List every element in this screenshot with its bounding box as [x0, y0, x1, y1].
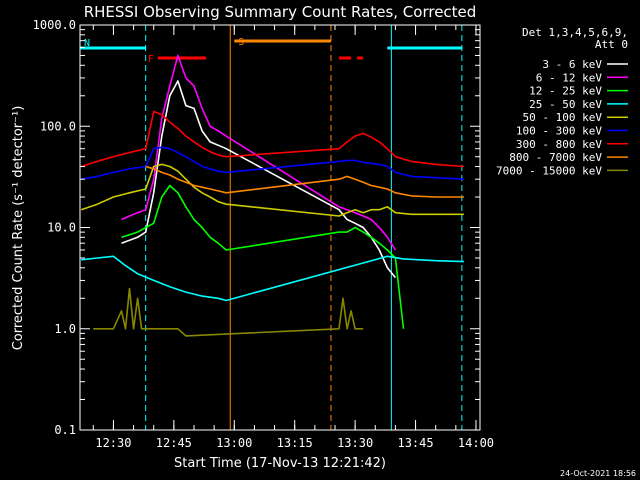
legend-entry-label: 300 - 800 keV [516, 138, 602, 151]
x-axis-label: Start Time (17-Nov-13 12:21:42) [174, 456, 386, 471]
legend-entry-label: 7000 - 15000 keV [496, 164, 602, 177]
x-tick-label: 13:30 [337, 436, 373, 450]
y-tick-label: 0.1 [54, 423, 76, 437]
chart-title: RHESSI Observing Summary Count Rates, Co… [84, 3, 477, 21]
x-tick-label: 13:15 [277, 436, 313, 450]
legend-header-line: Att 0 [595, 38, 628, 51]
series-line [145, 165, 464, 198]
y-axis-label: Corrected Count Rate (s⁻¹ detector⁻¹) [11, 106, 26, 351]
x-tick-label: 12:45 [156, 436, 192, 450]
x-tick-label: 14:00 [458, 436, 494, 450]
legend-header-line: Det 1,3,4,5,6,9, [522, 26, 628, 39]
series-line [80, 110, 464, 168]
plot-area: N F S [79, 25, 464, 430]
y-tick-label: 10.0 [47, 221, 76, 235]
legend-entry-label: 50 - 100 keV [523, 111, 603, 124]
series-line [81, 146, 464, 180]
series-line [121, 54, 397, 251]
series-line [121, 80, 397, 279]
series-line [81, 255, 464, 302]
x-tick-label: 12:30 [95, 436, 131, 450]
legend-entry-label: 6 - 12 keV [536, 71, 603, 84]
legend-entry-label: 100 - 300 keV [516, 125, 602, 138]
y-axis: 0.1 1.0 10.0 100.0 1000.0 [33, 18, 480, 437]
legend-entry-label: 25 - 50 keV [529, 98, 602, 111]
series-line [121, 184, 405, 329]
x-tick-label: 13:45 [397, 436, 433, 450]
y-tick-label: 100.0 [40, 119, 76, 133]
legend-entry-label: 3 - 6 keV [542, 58, 602, 71]
flag-label: N [84, 38, 90, 49]
flag-label: F [148, 54, 154, 65]
x-tick-label: 13:00 [216, 436, 252, 450]
series-line [93, 287, 364, 337]
legend-entry-label: 12 - 25 keV [529, 85, 602, 98]
footer-timestamp: 24-Oct-2021 18:56 [560, 469, 636, 478]
flag-label: S [238, 37, 244, 48]
y-tick-label: 1000.0 [33, 18, 76, 32]
series-line [80, 163, 464, 217]
x-axis: 12:30 12:45 13:00 13:15 13:30 13:45 14:00 [92, 25, 494, 450]
legend-entry-label: 800 - 7000 keV [509, 151, 602, 164]
y-tick-label: 1.0 [54, 322, 76, 336]
